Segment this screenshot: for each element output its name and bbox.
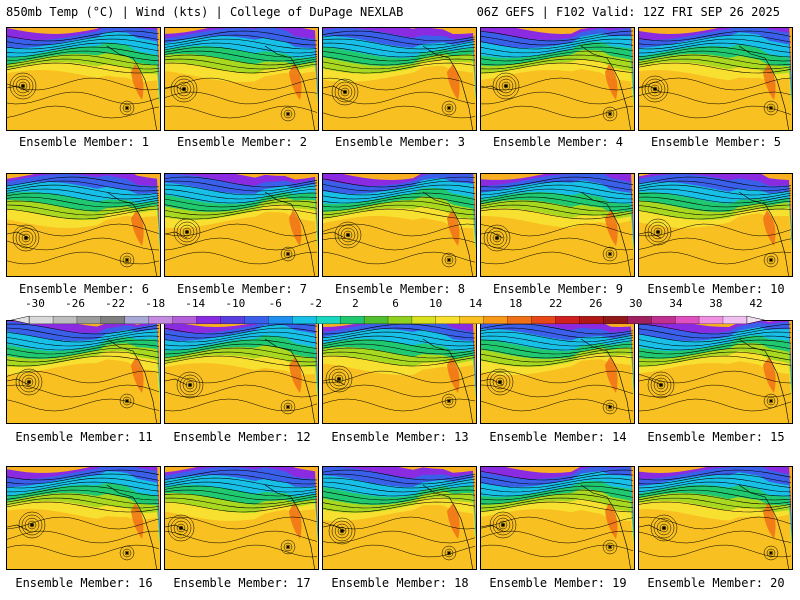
colorbar-tick-label: 18 [509,297,523,310]
colorbar-tick-label: 6 [392,297,399,310]
colorbar-tick-label: 26 [589,297,603,310]
run-valid-time: 06Z GEFS | F102 Valid: 12Z FRI SEP 26 20… [476,5,780,19]
colorbar-tick-label: -2 [308,297,323,310]
colorbar-tick-label: -14 [185,297,206,310]
ensemble-member-label: Ensemble Member: 1 [18,135,150,149]
colorbar-tick-label: 14 [468,297,483,310]
ensemble-member-label: Ensemble Member: 9 [492,282,624,296]
ensemble-member-map [638,27,793,131]
colorbar-tick-label: -6 [268,297,282,310]
ensemble-member-label: Ensemble Member: 2 [176,135,308,149]
ensemble-member-map [164,466,319,570]
ensemble-member-label: Ensemble Member: 12 [173,430,311,444]
ensemble-member-label: Ensemble Member: 15 [647,430,785,444]
colorbar-tick-label: -22 [105,297,126,310]
ensemble-member-map [164,27,319,131]
ensemble-member-map [164,320,319,424]
colorbar-tick-label: 42 [749,297,763,310]
ensemble-member-map [638,173,793,277]
colorbar-tick-label: -10 [225,297,246,310]
colorbar-tick-label: 38 [709,297,723,310]
colorbar-tick-label: 2 [352,297,359,310]
ensemble-member-label: Ensemble Member: 6 [18,282,150,296]
ensemble-member-map [6,320,161,424]
ensemble-member-map [480,173,635,277]
ensemble-member-map [322,320,477,424]
ensemble-member-map [480,466,635,570]
colorbar-tick-label: 30 [629,297,643,310]
colorbar-tick-label: 22 [549,297,563,310]
colorbar-tick-label: -26 [65,297,86,310]
colorbar-tick-label: 34 [669,297,683,310]
ensemble-member-map [6,173,161,277]
ensemble-member-map [6,27,161,131]
ensemble-member-map [480,320,635,424]
ensemble-member-map [6,466,161,570]
ensemble-member-map [638,466,793,570]
colorbar-tick-label: 10 [428,297,443,310]
ensemble-member-label: Ensemble Member: 10 [647,282,785,296]
ensemble-member-label: Ensemble Member: 18 [331,576,469,590]
ensemble-member-map [480,27,635,131]
ensemble-member-label: Ensemble Member: 20 [647,576,785,590]
ensemble-member-label: Ensemble Member: 17 [173,576,311,590]
colorbar-tick-label: -30 [25,297,45,310]
map-title: 850mb Temp (°C) | Wind (kts) | College o… [6,5,404,19]
ensemble-member-label: Ensemble Member: 13 [331,430,469,444]
ensemble-member-label: Ensemble Member: 14 [489,430,627,444]
ensemble-member-label: Ensemble Member: 7 [176,282,308,296]
ensemble-member-label: Ensemble Member: 11 [15,430,153,444]
ensemble-member-map [638,320,793,424]
ensemble-member-map [322,173,477,277]
colorbar-tick-label: -18 [145,297,166,310]
ensemble-member-label: Ensemble Member: 4 [492,135,624,149]
ensemble-member-label: Ensemble Member: 3 [334,135,466,149]
ensemble-member-label: Ensemble Member: 19 [489,576,627,590]
ensemble-member-label: Ensemble Member: 8 [334,282,466,296]
ensemble-member-map [164,173,319,277]
ensemble-member-map [322,27,477,131]
ensemble-member-label: Ensemble Member: 5 [650,135,782,149]
ensemble-member-label: Ensemble Member: 16 [15,576,153,590]
ensemble-member-map [322,466,477,570]
